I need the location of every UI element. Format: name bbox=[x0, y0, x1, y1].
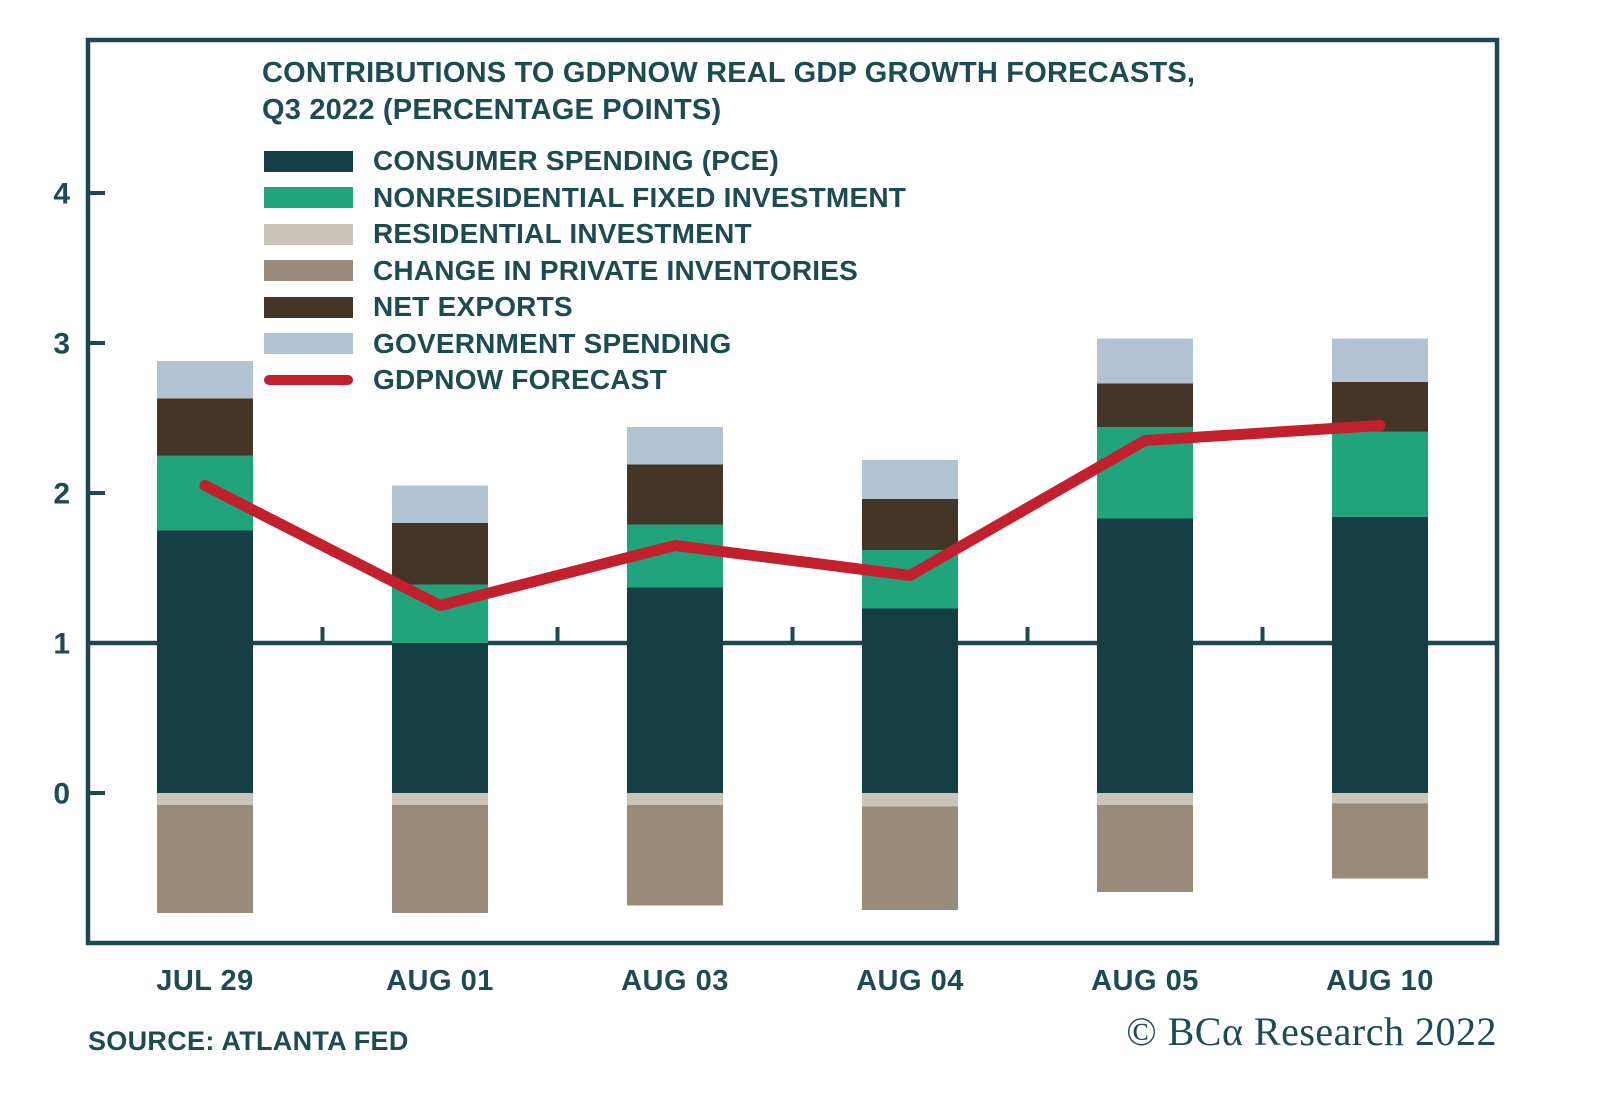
bar-2-res bbox=[627, 793, 723, 805]
y-axis-label: 0 bbox=[53, 778, 70, 811]
x-axis-label: AUG 01 bbox=[386, 965, 494, 997]
bar-3-pce bbox=[862, 608, 958, 793]
bar-4-res bbox=[1097, 793, 1193, 805]
x-axis-label: AUG 04 bbox=[856, 965, 964, 997]
legend-swatch bbox=[264, 187, 353, 208]
legend-item: NONRESIDENTIAL FIXED INVESTMENT bbox=[264, 182, 906, 213]
bar-4-inv bbox=[1097, 805, 1193, 892]
bca-research-logo: © BCα Research 2022 bbox=[1126, 1009, 1497, 1054]
x-axis-label: AUG 10 bbox=[1326, 965, 1434, 997]
bar-5-nrfi bbox=[1332, 431, 1428, 517]
plot-frame bbox=[85, 37, 1500, 946]
legend-swatch bbox=[264, 223, 353, 245]
bar-1-res bbox=[392, 793, 488, 805]
chart-title-line1: CONTRIBUTIONS TO GDPNOW REAL GDP GROWTH … bbox=[262, 57, 1196, 89]
bar-0-nx bbox=[157, 398, 253, 456]
bar-2-pce bbox=[627, 587, 723, 793]
legend-line-marker bbox=[264, 375, 353, 385]
bar-4-nx bbox=[1097, 383, 1193, 427]
legend-label: RESIDENTIAL INVESTMENT bbox=[373, 218, 752, 249]
bar-0-pce bbox=[157, 530, 253, 793]
bar-4-pce bbox=[1097, 518, 1193, 793]
legend-item: CONSUMER SPENDING (PCE) bbox=[264, 145, 906, 176]
y-axis-label: 4 bbox=[53, 178, 70, 211]
legend-swatch bbox=[264, 150, 353, 172]
legend-swatch bbox=[264, 260, 353, 281]
bar-1-nx bbox=[392, 523, 488, 585]
bar-1-pce bbox=[392, 643, 488, 793]
bar-2-nx bbox=[627, 464, 723, 525]
bar-1-inv bbox=[392, 805, 488, 913]
bar-5-res bbox=[1332, 793, 1428, 804]
x-axis-label: AUG 03 bbox=[621, 965, 729, 997]
bar-3-inv bbox=[862, 806, 958, 910]
chart-title: CONTRIBUTIONS TO GDPNOW REAL GDP GROWTH … bbox=[262, 55, 1195, 129]
gdpnow-forecast-line bbox=[199, 420, 1386, 611]
legend-label: CONSUMER SPENDING (PCE) bbox=[373, 145, 779, 176]
y-axis-label: 1 bbox=[53, 628, 70, 661]
legend-label: GOVERNMENT SPENDING bbox=[373, 327, 732, 359]
bar-5-gov bbox=[1332, 338, 1428, 382]
chart-title-line2: Q3 2022 (PERCENTAGE POINTS) bbox=[262, 94, 722, 126]
legend-label: NONRESIDENTIAL FIXED INVESTMENT bbox=[373, 181, 907, 213]
x-axis-label: AUG 05 bbox=[1091, 965, 1199, 997]
bar-4-gov bbox=[1097, 338, 1193, 384]
legend-label: CHANGE IN PRIVATE INVENTORIES bbox=[373, 254, 858, 286]
legend-item: GDPNOW FORECAST bbox=[264, 364, 906, 395]
bar-0-inv bbox=[157, 805, 253, 913]
bar-2-inv bbox=[627, 805, 723, 906]
legend-item: CHANGE IN PRIVATE INVENTORIES bbox=[264, 255, 906, 286]
bar-3-res bbox=[862, 793, 958, 807]
legend-item: RESIDENTIAL INVESTMENT bbox=[264, 218, 906, 249]
legend-swatch bbox=[264, 296, 353, 318]
bar-3-gov bbox=[862, 460, 958, 499]
legend-label: GDPNOW FORECAST bbox=[373, 364, 667, 395]
bar-1-gov bbox=[392, 485, 488, 523]
bar-3-nx bbox=[862, 499, 958, 550]
legend: CONSUMER SPENDING (PCE) NONRESIDENTIAL FI… bbox=[264, 145, 906, 406]
legend-item: GOVERNMENT SPENDING bbox=[264, 328, 906, 359]
bar-5-inv bbox=[1332, 803, 1428, 879]
legend-swatch bbox=[264, 333, 353, 354]
bar-0-nrfi bbox=[157, 455, 253, 531]
source-note: SOURCE: ATLANTA FED bbox=[88, 1026, 409, 1056]
bar-2-gov bbox=[627, 427, 723, 465]
bar-0-gov bbox=[157, 361, 253, 399]
y-axis-label: 3 bbox=[53, 328, 70, 361]
x-axis-label: JUL 29 bbox=[156, 965, 254, 997]
bar-0-res bbox=[157, 793, 253, 805]
bar-5-pce bbox=[1332, 517, 1428, 793]
y-axis-label: 2 bbox=[53, 478, 70, 511]
legend-item: NET EXPORTS bbox=[264, 291, 906, 322]
legend-label: NET EXPORTS bbox=[373, 291, 573, 322]
